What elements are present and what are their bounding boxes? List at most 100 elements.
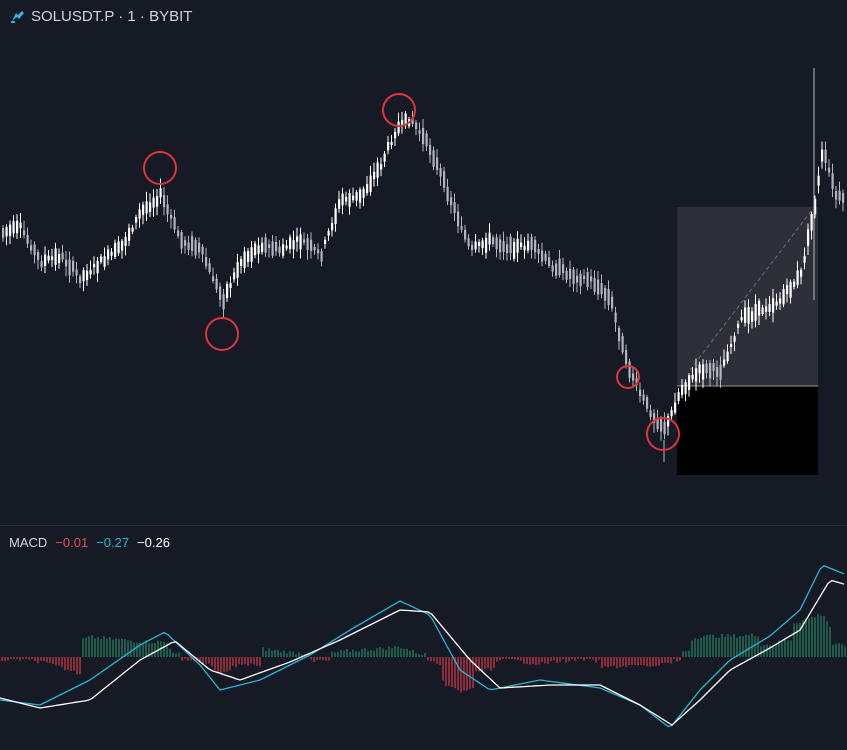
candle	[782, 284, 785, 308]
candle-body	[229, 283, 232, 288]
histogram-bar	[289, 650, 291, 657]
histogram-bar	[145, 640, 147, 657]
candle	[691, 367, 694, 383]
histogram-bar	[301, 654, 303, 657]
candle-body	[838, 190, 841, 201]
candle-body	[149, 202, 152, 212]
histogram-bar	[262, 647, 264, 657]
candle-body	[768, 304, 771, 312]
histogram-bar	[286, 653, 288, 657]
candle-body	[492, 237, 495, 244]
candle-body	[5, 227, 8, 237]
candle	[82, 267, 85, 292]
histogram-bar	[454, 657, 456, 689]
candle-body	[677, 392, 680, 402]
histogram-bar	[31, 657, 33, 660]
histogram-bar	[562, 657, 564, 660]
candle	[243, 246, 246, 273]
candle	[429, 138, 432, 164]
candle	[327, 228, 330, 241]
histogram-bar	[457, 657, 459, 691]
candle	[674, 392, 677, 415]
histogram-bar	[466, 657, 468, 691]
pivot-marker-circle	[143, 151, 177, 185]
price-pane[interactable]	[0, 0, 847, 525]
candle	[733, 332, 736, 352]
candle-body	[380, 164, 383, 170]
candle	[138, 203, 141, 228]
candle-body	[75, 269, 78, 276]
histogram-bar	[625, 657, 627, 667]
candle-body	[758, 300, 761, 316]
histogram-bar	[631, 657, 633, 665]
histogram-bar	[682, 651, 684, 657]
histogram-bar	[187, 657, 189, 661]
candle-body	[642, 394, 645, 401]
candle	[492, 234, 495, 247]
histogram-bar	[46, 657, 48, 663]
candle	[541, 242, 544, 267]
histogram-bar	[253, 657, 255, 665]
candle-body	[114, 242, 117, 258]
candle-body	[9, 224, 12, 236]
candle	[768, 296, 771, 317]
candle-body	[653, 413, 656, 423]
candle-body	[306, 238, 309, 251]
candle-body	[765, 306, 768, 312]
histogram-bar	[766, 644, 768, 657]
histogram-bar	[586, 657, 588, 659]
candle-body	[789, 282, 792, 298]
candle-body	[320, 251, 323, 262]
histogram-bar	[637, 657, 639, 666]
candle	[744, 300, 747, 327]
histogram-bar	[388, 646, 390, 657]
histogram-bar	[538, 657, 540, 665]
histogram-bar	[238, 657, 240, 665]
histogram-bar	[592, 657, 594, 660]
candle	[184, 236, 187, 254]
histogram-bar	[778, 640, 780, 657]
histogram-bar	[106, 638, 108, 657]
candle	[548, 250, 551, 268]
candle-body	[355, 192, 358, 201]
candle	[772, 288, 775, 323]
pane-separator[interactable]	[0, 525, 847, 526]
candle-body	[607, 288, 610, 305]
candle-body	[425, 133, 428, 147]
histogram-bar	[430, 657, 432, 662]
histogram-bar	[811, 616, 813, 657]
candle	[761, 304, 764, 317]
histogram-bar	[571, 657, 573, 659]
candle	[663, 412, 666, 440]
candle-body	[761, 307, 764, 315]
candle	[33, 241, 36, 264]
histogram-bar	[736, 637, 738, 657]
candle	[215, 273, 218, 294]
candle-body	[670, 410, 673, 417]
candle-body	[604, 287, 607, 301]
histogram-bar	[25, 657, 27, 659]
histogram-bar	[76, 657, 78, 675]
candle	[590, 269, 593, 289]
candle-body	[828, 167, 831, 173]
candle-body	[352, 195, 355, 201]
histogram-bar	[844, 646, 846, 657]
candle-body	[26, 234, 29, 244]
candle	[145, 191, 148, 221]
candle-body	[296, 236, 299, 242]
histogram-bar	[112, 639, 114, 657]
histogram-bar	[340, 649, 342, 657]
stop-zone-box	[677, 386, 818, 475]
candle	[201, 244, 204, 263]
candle-body	[212, 276, 215, 282]
candle	[726, 344, 729, 364]
candle-body	[243, 251, 246, 268]
histogram-bar	[361, 648, 363, 657]
histogram-bar	[796, 623, 798, 657]
histogram-bar	[7, 657, 9, 661]
candle-body	[782, 288, 785, 305]
histogram-bar	[694, 638, 696, 657]
candle-body	[488, 232, 491, 245]
